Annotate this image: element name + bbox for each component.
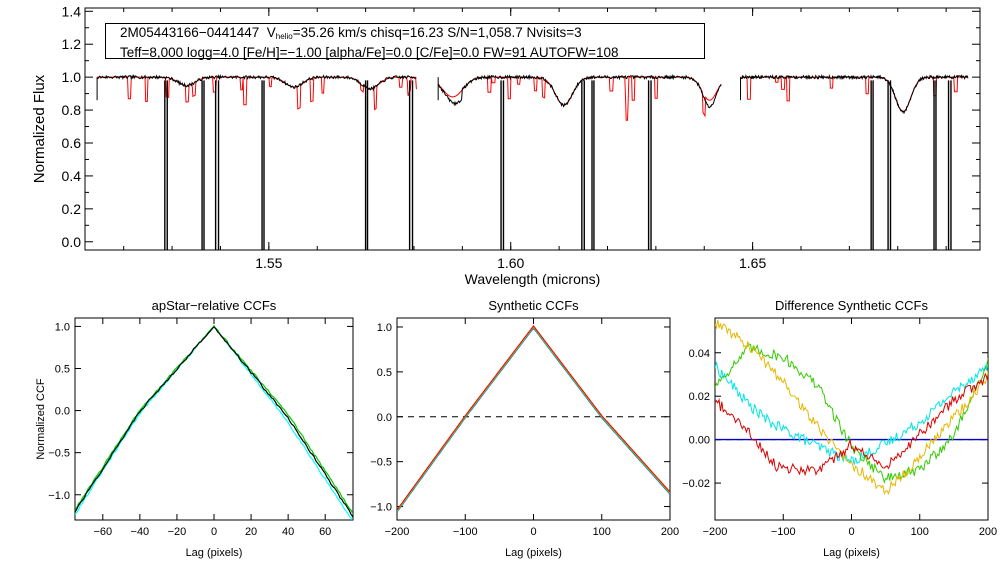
y-tick-label: 0.8 — [62, 102, 82, 118]
panel-frame — [74, 317, 354, 521]
y-tick-label: 0.0 — [55, 406, 70, 418]
ccf-series-line — [75, 325, 353, 520]
x-tick-label: 1.55 — [255, 255, 282, 271]
ccf-series-line — [75, 326, 353, 518]
x-tick-label: −100 — [771, 526, 796, 538]
star-id: 2M05443166−0441447 — [120, 25, 260, 40]
y-tick-label: 0.0 — [377, 412, 392, 424]
observed-spectrum-line — [437, 73, 722, 109]
x-tick-label: 200 — [979, 526, 997, 538]
y-tick-label: 1.0 — [55, 321, 70, 333]
annotation-line-1: 2M05443166−0441447 Vhelio=35.26 km/s chi… — [120, 25, 704, 45]
x-tick-label: −40 — [131, 526, 150, 538]
plot-area — [75, 324, 353, 520]
y-tick-label: −1.0 — [370, 502, 392, 514]
y-tick-label: −0.5 — [370, 457, 392, 469]
x-tick-label: 100 — [593, 526, 611, 538]
difference-ccf-line — [715, 319, 988, 496]
y-tick-label: 0.2 — [62, 201, 82, 217]
panel-title: Difference Synthetic CCFs — [775, 298, 928, 313]
x-tick-label: −60 — [93, 526, 112, 538]
y-tick-label: 0.6 — [62, 135, 82, 151]
panel-y-axis-title: Normalized CCF — [35, 378, 47, 460]
panel-title: Synthetic CCFs — [488, 298, 579, 313]
x-tick-label: −200 — [385, 526, 410, 538]
y-tick-label: −1.0 — [48, 490, 70, 502]
y-tick-label: 0.5 — [55, 364, 70, 376]
y-tick-label: 0.5 — [377, 367, 392, 379]
panel-frame — [396, 317, 671, 521]
y-tick-label: 0.02 — [689, 391, 710, 403]
synthetic-ccf-line — [397, 326, 670, 512]
difference-ccf-line — [715, 361, 988, 465]
x-tick-label: −20 — [168, 526, 187, 538]
x-tick-label: 40 — [282, 526, 294, 538]
model-spectrum-line — [437, 76, 722, 121]
panel-x-axis-title: Lag (pixels) — [823, 547, 880, 559]
plot-area — [715, 319, 988, 496]
y-tick-label: −0.5 — [48, 448, 70, 460]
y-tick-label: 0.4 — [62, 168, 82, 184]
panel-x-axis-title: Lag (pixels) — [505, 547, 562, 559]
y-tick-label: 1.0 — [377, 322, 392, 334]
x-tick-label: −200 — [703, 526, 728, 538]
apstar-ccf-panel: apStar−relative CCFs Lag (pixels) Normaliz… — [35, 298, 354, 559]
x-tick-label: −100 — [453, 526, 478, 538]
x-tick-label: 60 — [319, 526, 331, 538]
x-tick-label: 0 — [848, 526, 854, 538]
y-tick-label: −0.02 — [682, 478, 710, 490]
spectrum-frame — [84, 7, 981, 251]
plot-area — [397, 325, 670, 513]
y-tick-label: 1.4 — [62, 3, 82, 19]
y-tick-label: 1.0 — [62, 69, 82, 85]
spectrum-panel: 0.0 0.2 0.4 0.6 0.8 1.0 1.2 1.4 1.55 1.60 1.65 Wave… — [31, 3, 981, 287]
x-axis-title: Wavelength (microns) — [465, 271, 601, 287]
difference-ccf-line — [715, 372, 988, 477]
vhelio-label: V — [266, 25, 276, 40]
x-tick-label: 20 — [245, 526, 257, 538]
synthetic-ccf-panel: Synthetic CCFs Lag (pixels) −200 −100 0 100 20… — [370, 298, 679, 559]
panel-x-axis-title: Lag (pixels) — [186, 547, 243, 559]
panel-title: apStar−relative CCFs — [152, 298, 277, 313]
y-tick-label: 0.00 — [689, 435, 710, 447]
x-tick-label: 100 — [911, 526, 929, 538]
model-spectrum-line — [97, 76, 417, 111]
y-tick-label: 0.04 — [689, 348, 710, 360]
observed-spectrum-line — [96, 73, 417, 92]
y-tick-label: 1.2 — [62, 36, 82, 52]
x-tick-label: 0 — [530, 526, 536, 538]
x-tick-label: 0 — [211, 526, 217, 538]
difference-ccf-panel: Difference Synthetic CCFs Lag (pixels) −20… — [682, 298, 997, 559]
synthetic-ccf-line — [397, 326, 670, 512]
synthetic-ccf-line — [397, 327, 670, 513]
spectrum-annotation-box: 2M05443166−0441447 Vhelio=35.26 km/s chi… — [105, 23, 705, 60]
y-axis-title: Normalized Flux — [31, 74, 48, 183]
synthetic-ccf-line — [397, 325, 670, 511]
annotation-values: =35.26 km/s chisq=16.23 S/N=1,058.7 Nvis… — [292, 25, 582, 40]
ccf-series-line — [75, 324, 353, 515]
annotation-line-2: Teff=8,000 logg=4.0 [Fe/H]=−1.00 [alpha/… — [120, 45, 619, 60]
observed-spectrum-line — [740, 73, 969, 115]
x-tick-label: 200 — [661, 526, 679, 538]
x-tick-label: 1.65 — [739, 255, 766, 271]
x-tick-label: 1.60 — [497, 255, 524, 271]
synthetic-ccf-line — [397, 325, 670, 511]
vhelio-subscript: helio — [275, 32, 293, 41]
y-tick-label: 0.0 — [62, 234, 82, 250]
